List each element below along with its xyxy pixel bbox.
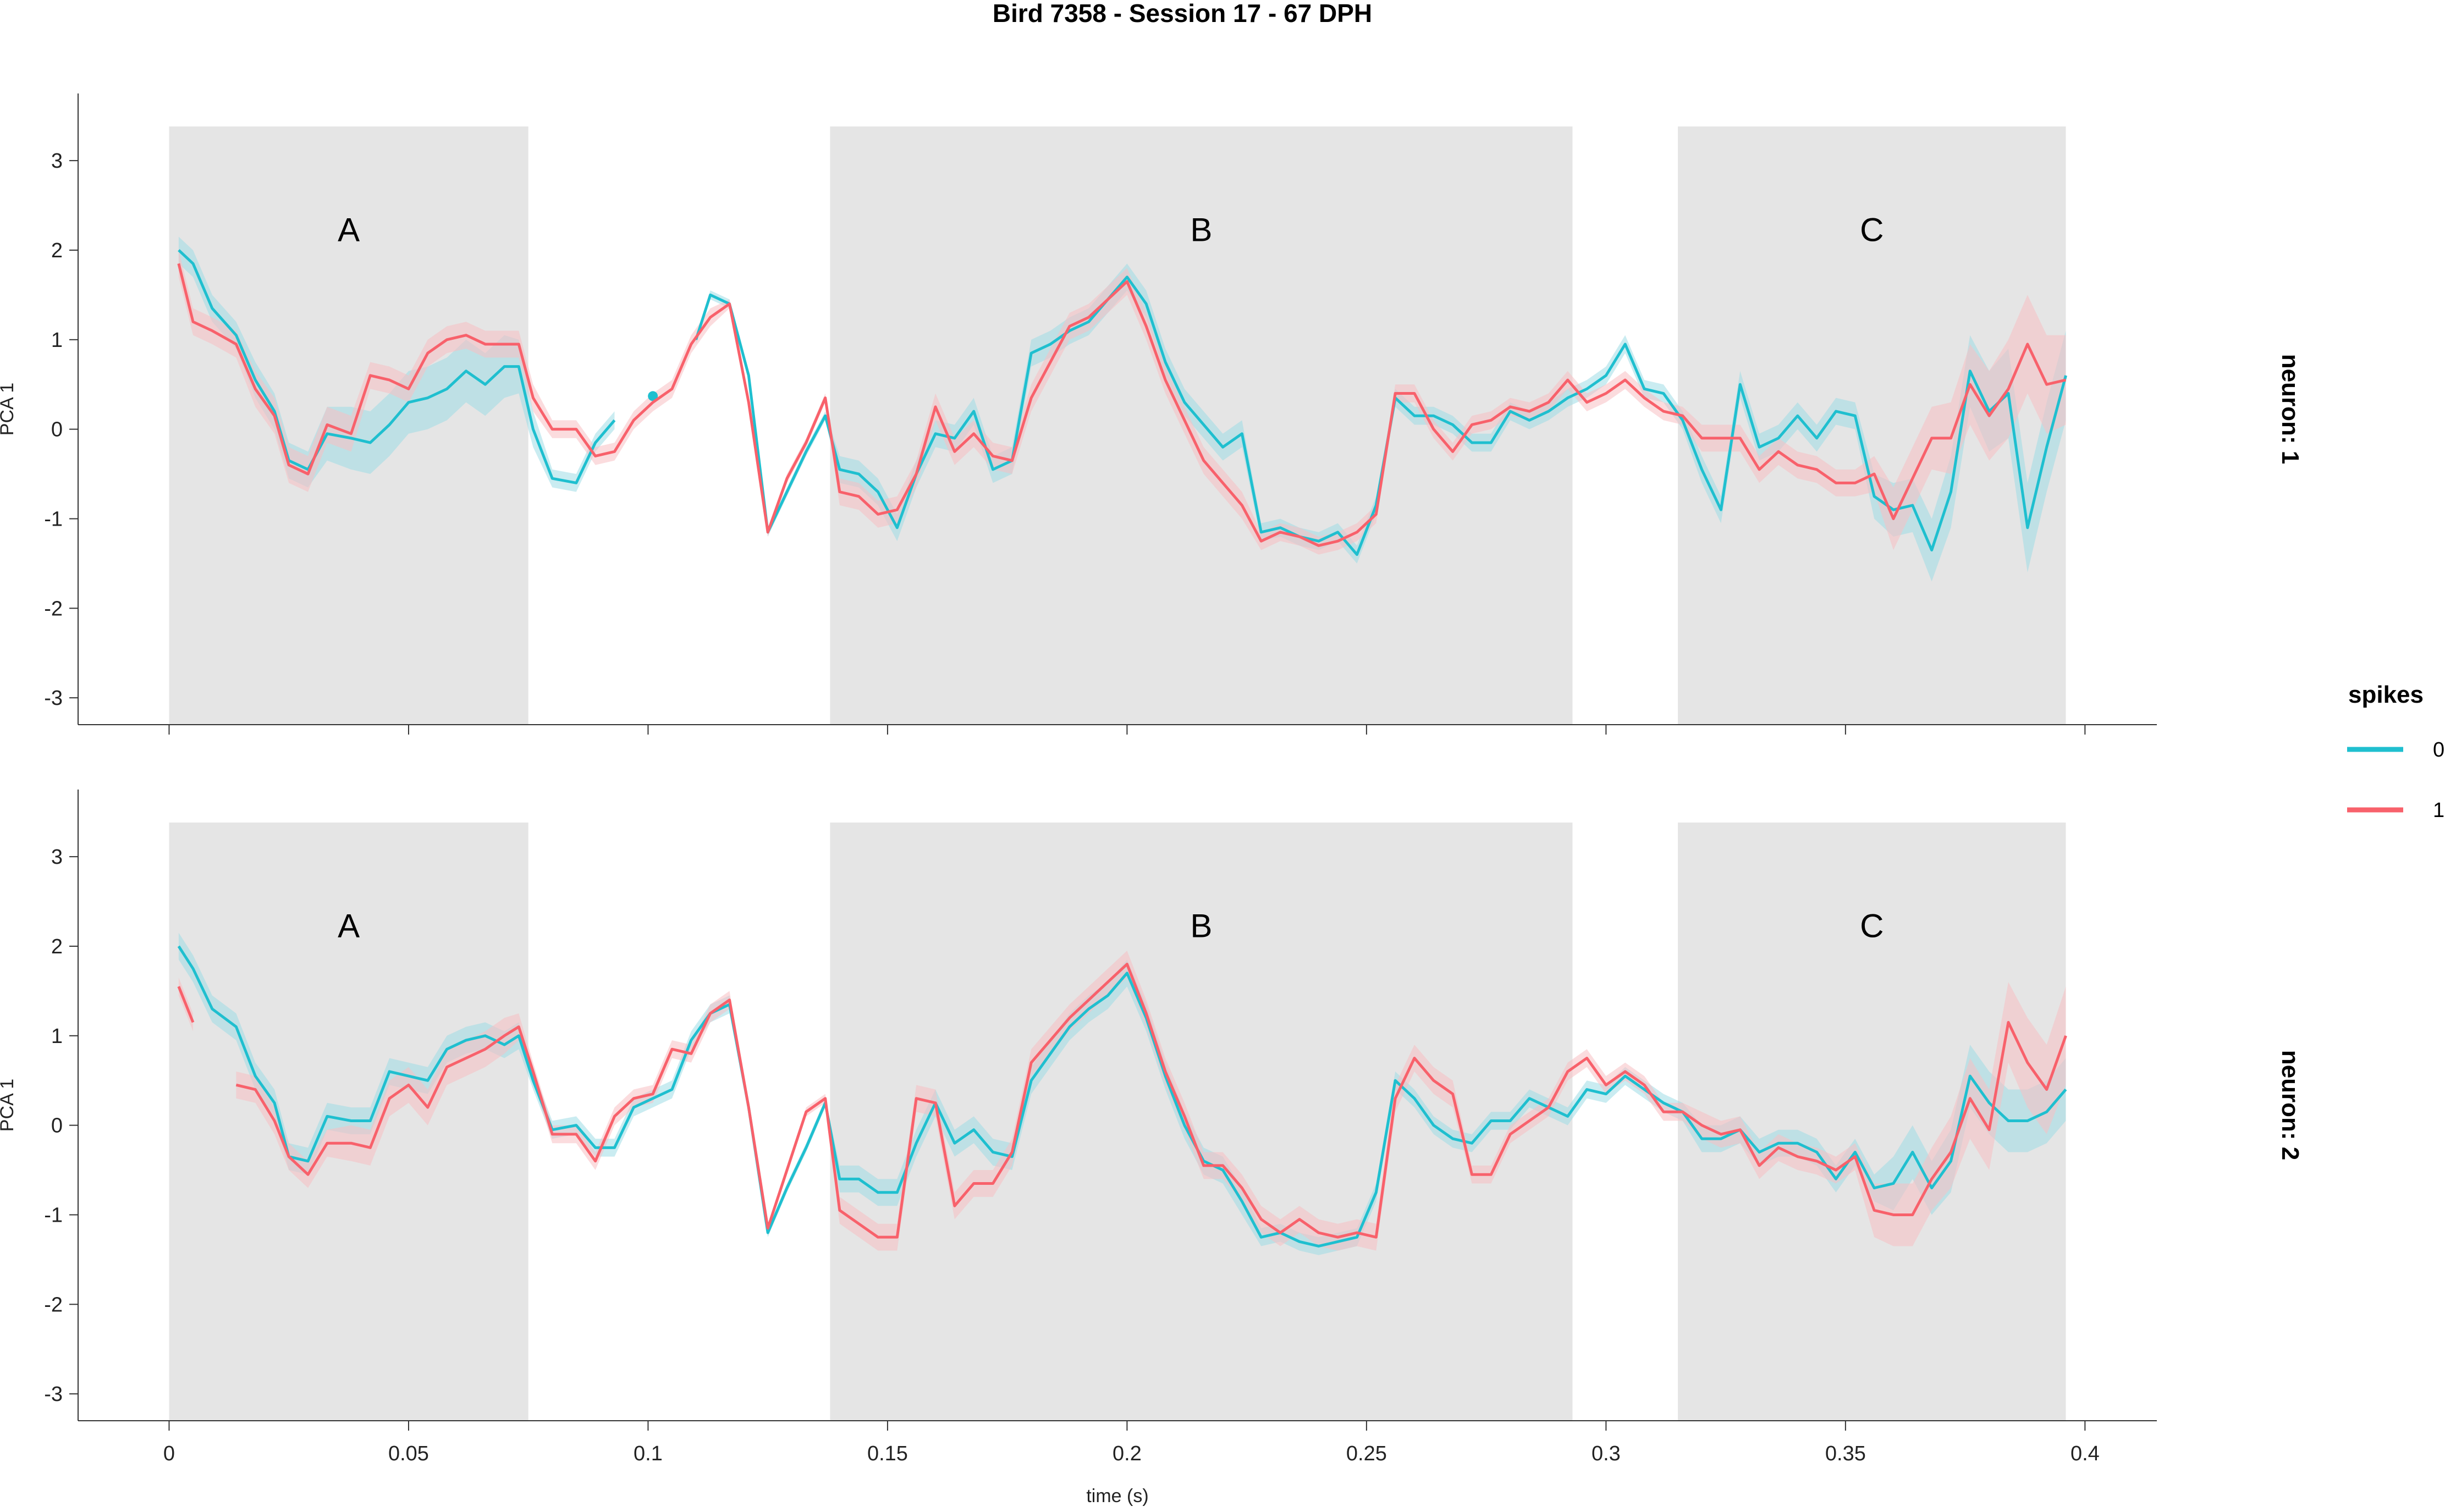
region-label-C: C xyxy=(1860,908,1884,945)
legend: spikes 01 xyxy=(2347,681,2444,822)
legend-entries: 01 xyxy=(2347,738,2444,822)
strip-label: neuron: 2 xyxy=(2277,1050,2304,1160)
y-tick-label: 2 xyxy=(51,935,63,958)
y-tick-label: -3 xyxy=(44,1383,63,1406)
panel-neuron-2: A B C -3 -2 -1 0 1 2 3 0 0.05 0.1 0.15 0.2 0.25 0.3 0.35 0… xyxy=(0,790,2304,1465)
x-tick-label: 0.3 xyxy=(1592,1442,1621,1465)
y-tick-label: -3 xyxy=(44,687,63,710)
region-label-C: C xyxy=(1860,212,1884,249)
ci-band-series-1 xyxy=(236,951,2066,1251)
legend-label-0: 0 xyxy=(2433,738,2444,761)
x-tick-label: 0.15 xyxy=(867,1442,908,1465)
region-label-B: B xyxy=(1190,212,1212,249)
legend-label-1: 1 xyxy=(2433,799,2444,822)
y-tick-label: -1 xyxy=(44,507,63,531)
line-series-1 xyxy=(235,963,2067,1239)
region-B xyxy=(830,823,1573,1421)
x-tick-label: 0 xyxy=(163,1442,175,1465)
y-tick-label: 2 xyxy=(51,239,63,262)
y-tick-label: 1 xyxy=(51,329,63,352)
x-tick-label: 0.05 xyxy=(388,1442,429,1465)
line-series-1 xyxy=(177,986,195,1023)
x-tick-label: 0.4 xyxy=(2070,1442,2100,1465)
y-axis-title: PCA 1 xyxy=(0,1079,18,1132)
panel-neuron-1: A B C -3 -2 -1 0 1 2 3 PCA 1 neuron: 1 xyxy=(0,93,2304,735)
x-tick-label: 0.25 xyxy=(1346,1442,1387,1465)
y-tick-label: 1 xyxy=(51,1025,63,1048)
y-tick-label: 3 xyxy=(51,846,63,869)
ci-band-series-0 xyxy=(178,236,615,492)
y-axis-title: PCA 1 xyxy=(0,383,18,435)
strip-label: neuron: 1 xyxy=(2277,354,2304,464)
y-tick-label: 3 xyxy=(51,150,63,173)
y-tick-label: -1 xyxy=(44,1204,63,1227)
y-tick-label: -2 xyxy=(44,597,63,620)
region-label-B: B xyxy=(1190,908,1212,945)
x-tick-label: 0.1 xyxy=(634,1442,663,1465)
panels-layer: A B C -3 -2 -1 0 1 2 3 PCA 1 neuron: 1 A B C -3 -2 -1 0 1 2 3… xyxy=(0,93,2304,1465)
region-label-A: A xyxy=(338,908,360,945)
data-point-series-0 xyxy=(648,391,658,401)
region-label-A: A xyxy=(338,212,360,249)
line-series-0 xyxy=(178,249,616,484)
chart-title: Bird 7358 - Session 17 - 67 DPH xyxy=(993,0,1372,27)
x-tick-label: 0.35 xyxy=(1825,1442,1866,1465)
x-tick-label: 0.2 xyxy=(1113,1442,1142,1465)
x-axis-title: time (s) xyxy=(1086,1486,1148,1507)
y-tick-label: -2 xyxy=(44,1293,63,1316)
y-tick-label: 0 xyxy=(51,418,63,442)
legend-title: spikes xyxy=(2348,681,2424,708)
line-series-1 xyxy=(177,263,2067,547)
y-tick-label: 0 xyxy=(51,1114,63,1138)
line-series-0 xyxy=(177,945,2067,1248)
